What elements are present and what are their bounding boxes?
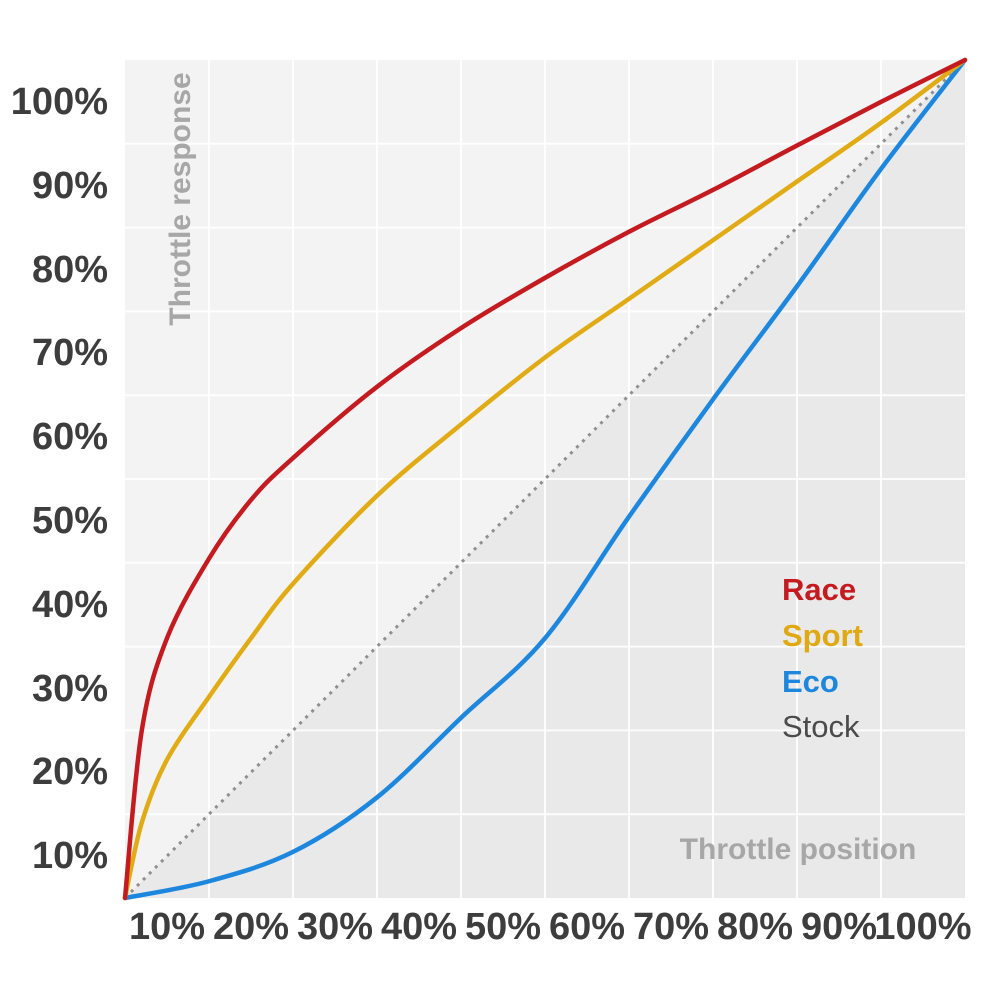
y-axis-title: Throttle response	[164, 72, 197, 326]
legend-swatch-sport-icon	[726, 632, 770, 640]
y-tick-label: 70%	[31, 332, 108, 375]
legend-label-sport: Sport	[782, 618, 863, 653]
curve-eco	[122, 57, 968, 901]
x-tick-label: 20%	[212, 906, 290, 948]
legend-item-sport: Sport	[726, 614, 863, 658]
x-tick-label: 50%	[464, 906, 542, 948]
x-tick-label: 30%	[296, 906, 374, 948]
x-tick-label: 10%	[128, 906, 206, 948]
legend-swatch-eco-icon	[726, 678, 770, 686]
legend-label-eco: Eco	[782, 664, 839, 699]
y-tick-label: 10%	[31, 835, 108, 878]
x-tick-label: 100%	[874, 906, 972, 948]
curve-stock	[123, 58, 967, 900]
gridlines	[125, 60, 965, 898]
y-tick-label: 40%	[31, 583, 108, 626]
x-tick-label: 70%	[632, 906, 710, 948]
x-tick-label: 60%	[548, 906, 626, 948]
y-tick-label: 90%	[31, 164, 108, 207]
x-tick-label: 80%	[716, 906, 794, 948]
y-tick-label: 50%	[31, 499, 108, 542]
curves	[122, 57, 968, 901]
legend-item-stock: Stock	[726, 705, 860, 749]
x-tick-label: 90%	[800, 906, 878, 948]
legend-swatch-stock-icon	[729, 724, 767, 730]
y-tick-label: 100%	[10, 80, 108, 123]
legend-item-eco: Eco	[726, 660, 839, 704]
legend-swatch-race-icon	[726, 586, 770, 594]
y-tick-label: 80%	[31, 248, 108, 291]
x-axis-title: Throttle position	[679, 833, 917, 866]
x-tick-label: 40%	[380, 906, 458, 948]
legend-item-race: Race	[726, 568, 856, 612]
curve-race	[122, 57, 968, 901]
legend-label-stock: Stock	[782, 709, 860, 744]
legend-label-race: Race	[782, 572, 857, 607]
y-tick-label: 60%	[31, 416, 108, 459]
y-tick-label: 30%	[31, 667, 108, 710]
y-tick-label: 20%	[31, 751, 108, 794]
curve-sport	[122, 57, 968, 901]
